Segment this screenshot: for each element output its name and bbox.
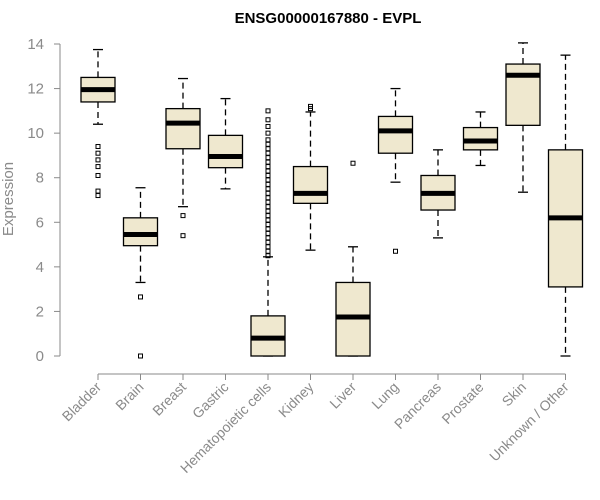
box-group	[377, 87, 414, 254]
y-tick-label: 0	[36, 348, 44, 365]
outlier-point	[265, 168, 271, 174]
outlier-point	[138, 353, 143, 359]
outlier-point	[265, 146, 271, 152]
outlier-point	[95, 157, 101, 163]
box-series	[80, 42, 584, 359]
outlier-point	[265, 177, 271, 183]
box-group	[292, 103, 329, 251]
x-tick-label: Breast	[149, 379, 189, 419]
x-tick-label: Brain	[112, 379, 146, 413]
outlier-point	[265, 155, 271, 161]
y-axis-label: Expression	[0, 162, 17, 236]
box-iqr	[122, 217, 159, 247]
outlier-point	[265, 204, 271, 210]
x-tick-label: Lung	[368, 379, 401, 412]
box-group	[547, 54, 584, 357]
y-tick-label: 12	[27, 81, 44, 98]
box-group	[505, 42, 541, 193]
x-tick-label: Prostate	[438, 379, 486, 427]
box-group	[165, 77, 201, 239]
outlier-point	[265, 235, 271, 241]
outlier-point	[265, 217, 271, 223]
box-iqr	[292, 165, 329, 204]
outlier-point	[95, 188, 101, 194]
y-tick-label: 14	[27, 36, 44, 53]
outlier-point	[180, 213, 186, 219]
box-group	[250, 108, 286, 357]
outlier-point	[265, 164, 271, 170]
box-iqr	[207, 134, 244, 169]
outlier-point	[265, 117, 271, 123]
outlier-point	[265, 130, 271, 136]
box-group	[122, 187, 159, 359]
box-group	[207, 97, 244, 190]
outlier-point	[265, 186, 271, 192]
outlier-point	[265, 222, 271, 228]
box-group	[335, 160, 371, 357]
outlier-point	[265, 108, 271, 114]
outlier-point	[265, 239, 271, 245]
box-iqr	[165, 107, 201, 150]
outlier-point	[350, 160, 356, 166]
outlier-point	[265, 141, 271, 147]
outlier-point	[308, 103, 313, 109]
y-tick-label: 6	[36, 214, 44, 231]
outlier-point	[393, 248, 398, 254]
outlier-point	[265, 181, 271, 187]
outlier-point	[265, 159, 271, 165]
outlier-point	[265, 248, 271, 254]
y-tick-label: 4	[36, 259, 44, 276]
outlier-point	[265, 150, 271, 156]
box-group	[80, 48, 116, 199]
y-tick-label: 2	[36, 303, 44, 320]
outlier-point	[265, 230, 271, 236]
outlier-point	[265, 195, 271, 201]
x-tick-label: Liver	[326, 379, 359, 412]
outlier-point	[265, 208, 271, 214]
x-tick-label: Kidney	[275, 379, 317, 421]
outlier-point	[95, 193, 101, 199]
x-tick-label: Pancreas	[391, 379, 444, 432]
outlier-point	[95, 150, 101, 156]
outlier-point	[95, 172, 101, 178]
x-tick-label: Unknown / Other	[486, 379, 572, 465]
outlier-point	[265, 137, 271, 143]
y-axis: 0 2 4 6 8 10 12 14	[27, 36, 61, 365]
chart-title: ENSG00000167880 - EVPL	[235, 10, 422, 27]
y-tick-label: 8	[36, 170, 44, 187]
outlier-point	[265, 244, 271, 250]
x-tick-label: Bladder	[59, 379, 105, 425]
box-group	[462, 111, 499, 167]
box-group	[420, 149, 456, 239]
outlier-point	[265, 172, 271, 178]
outlier-point	[180, 233, 186, 239]
outlier-point	[265, 123, 271, 129]
x-tick-label: Skin	[499, 379, 530, 410]
outlier-point	[265, 213, 271, 219]
outlier-point	[95, 144, 101, 150]
outlier-point	[265, 226, 271, 232]
outlier-point	[138, 294, 143, 300]
box-iqr	[377, 115, 414, 154]
outlier-point	[265, 190, 271, 196]
outlier-point	[265, 199, 271, 205]
outlier-point	[95, 164, 101, 170]
y-tick-label: 10	[27, 125, 44, 142]
